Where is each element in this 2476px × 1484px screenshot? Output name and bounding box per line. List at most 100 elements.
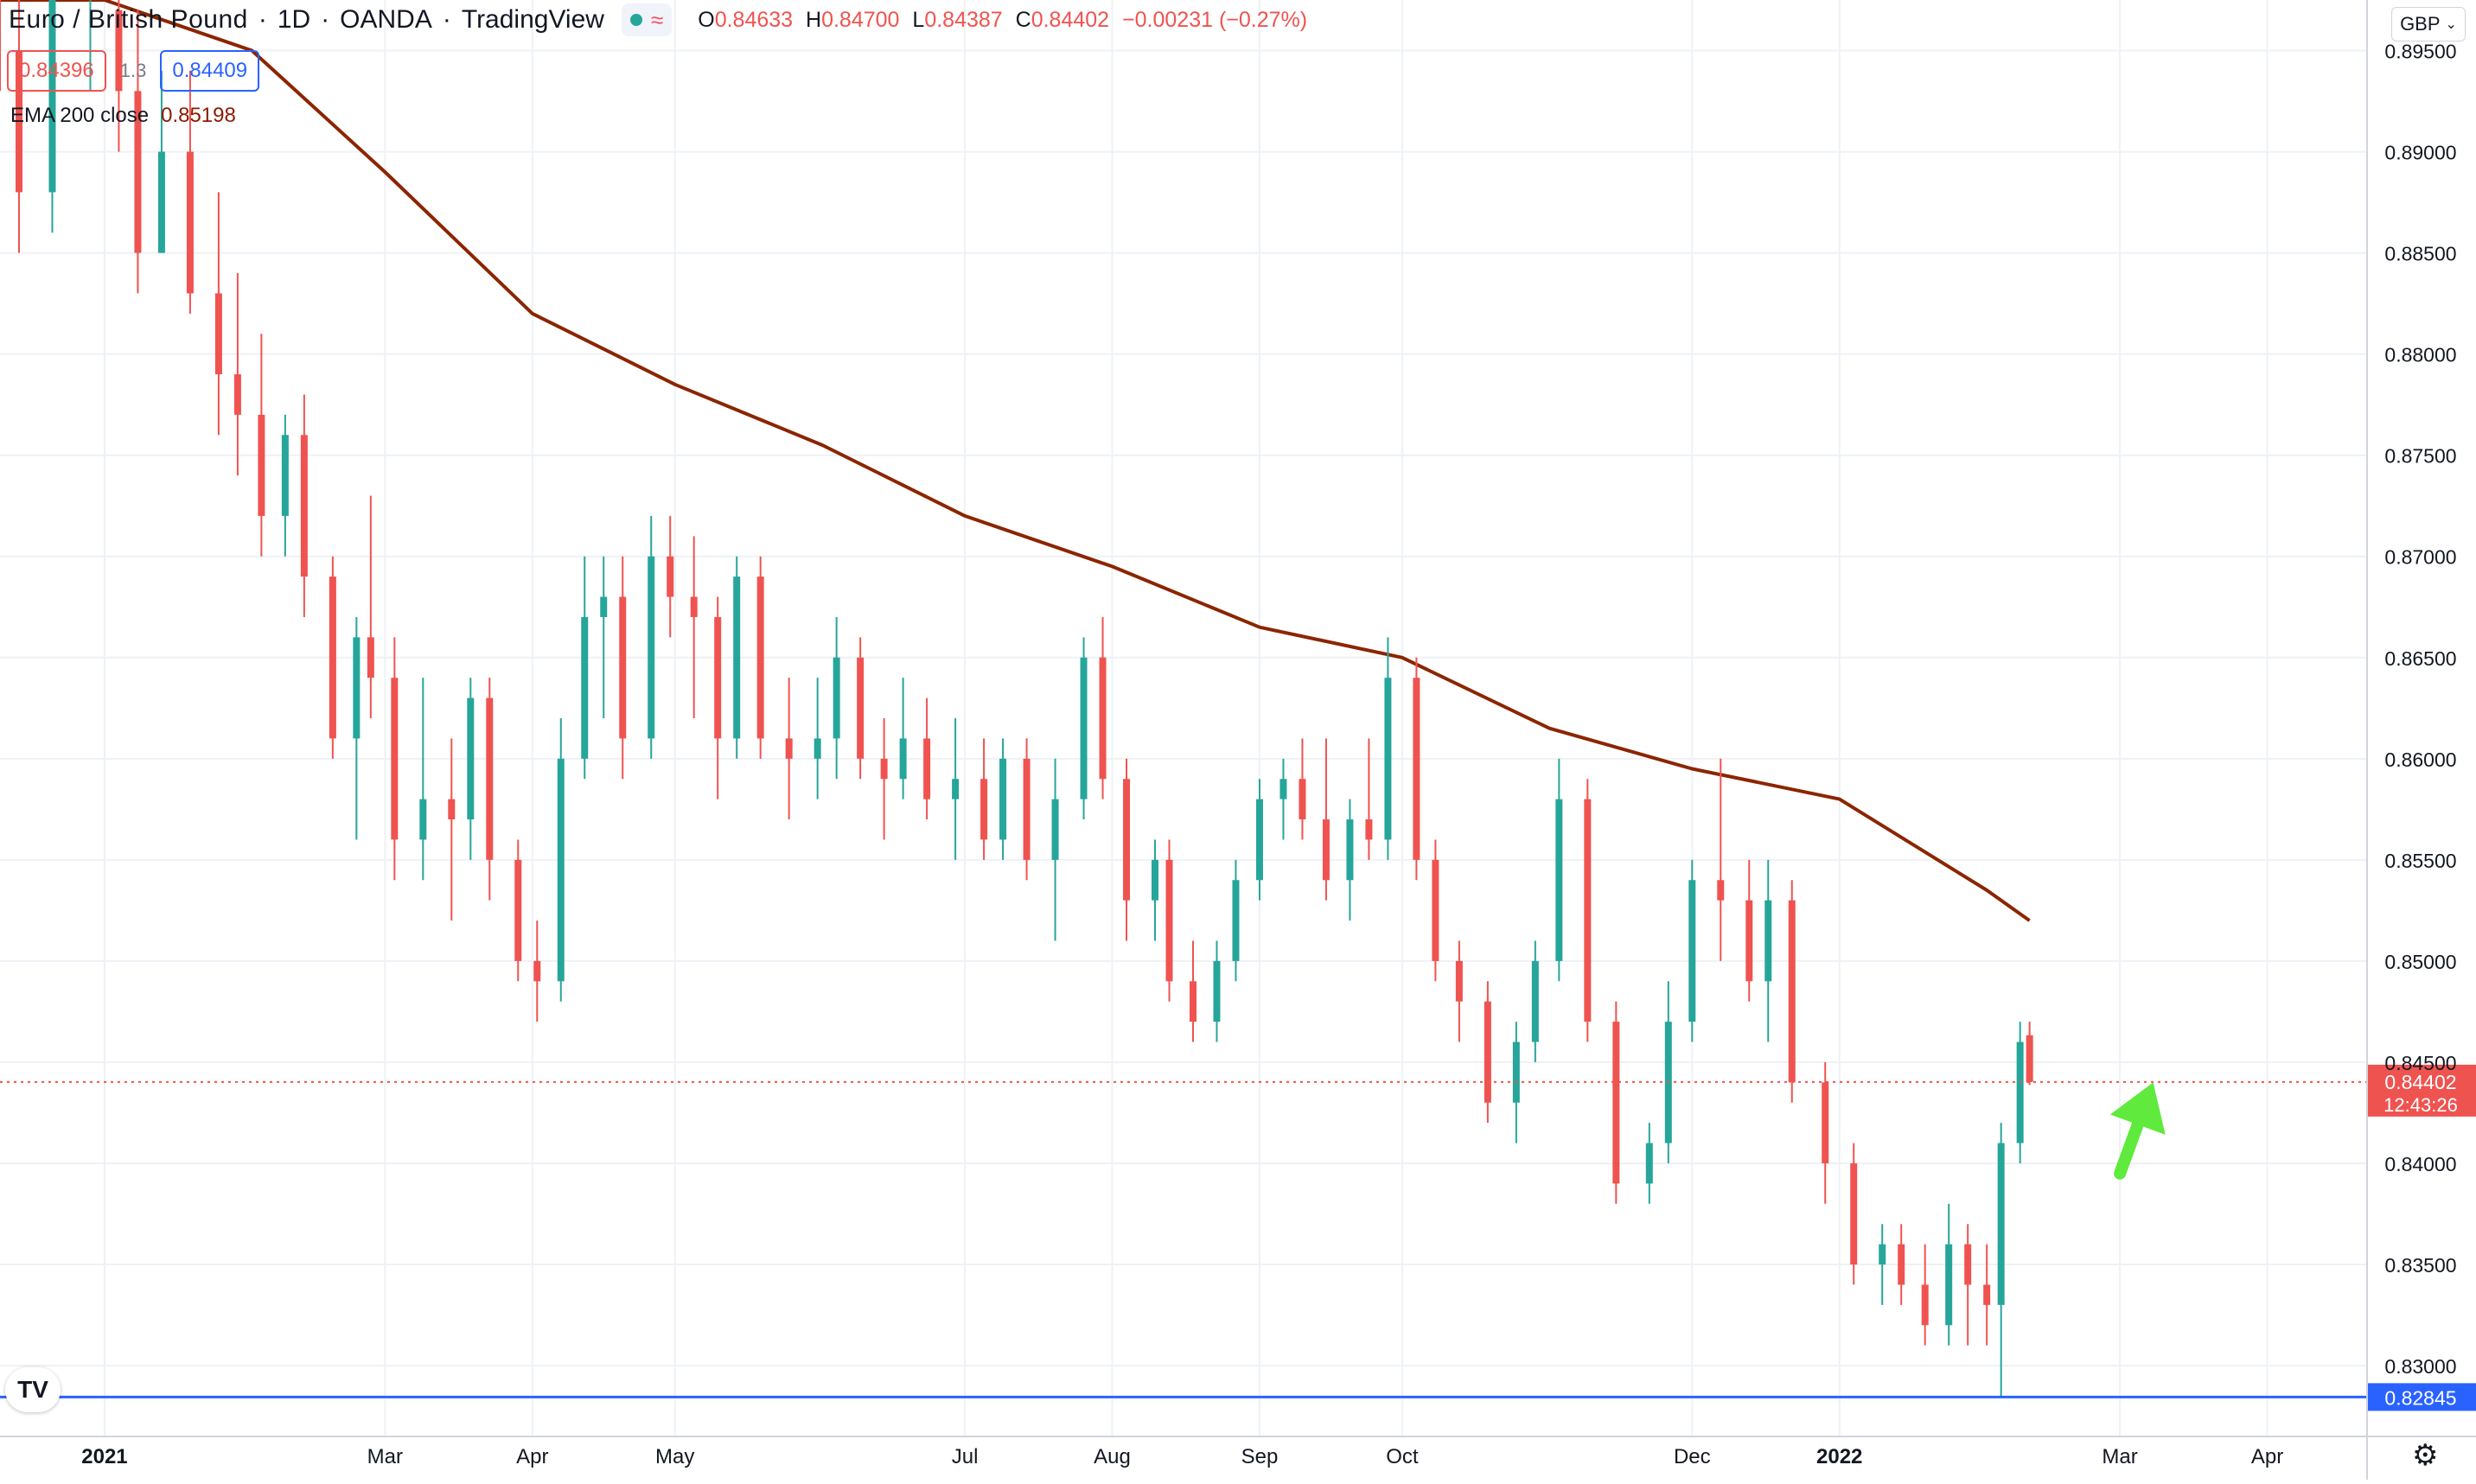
candle-body xyxy=(2016,1041,2024,1143)
time-tick-label: Oct xyxy=(1386,1445,1419,1468)
candle-body xyxy=(1384,678,1392,840)
candle xyxy=(2026,1022,2033,1086)
candle xyxy=(690,536,698,718)
candle-body xyxy=(1099,657,1107,780)
tradingview-logo-icon[interactable]: TV xyxy=(5,1367,61,1412)
candle-body xyxy=(714,616,722,739)
price-tick-label: 0.86000 xyxy=(2384,748,2456,771)
candle-body xyxy=(115,10,123,92)
candles xyxy=(0,0,2033,1397)
candle xyxy=(899,678,907,799)
candle xyxy=(448,738,456,921)
candle xyxy=(1080,637,1088,820)
candle xyxy=(1255,779,1263,901)
candle xyxy=(1123,758,1131,941)
time-tick-label: Jul xyxy=(952,1445,979,1468)
time-tick-label: Apr xyxy=(516,1445,548,1468)
chevron-down-icon: ⌄ xyxy=(2445,17,2457,32)
candle xyxy=(1945,1203,1953,1346)
status-pill[interactable]: ≈ xyxy=(621,3,673,36)
exchange: OANDA xyxy=(340,5,432,34)
candle-body xyxy=(980,779,988,840)
symbol-name[interactable]: Euro / British Pound xyxy=(9,5,248,34)
candle-body xyxy=(1717,880,1725,901)
candle-body xyxy=(1997,1143,2005,1305)
candle-body xyxy=(1850,1162,1858,1265)
candle-body xyxy=(1346,819,1354,881)
interval[interactable]: 1D xyxy=(277,5,311,34)
candle-body xyxy=(1612,1022,1620,1184)
candle xyxy=(1983,1244,1991,1346)
candle-body xyxy=(1645,1143,1653,1184)
candle xyxy=(1612,1001,1620,1204)
time-tick-label: Mar xyxy=(367,1445,403,1468)
candle xyxy=(1279,758,1287,840)
green-arrow-head xyxy=(2109,1082,2166,1135)
candle xyxy=(214,192,222,436)
candle xyxy=(833,616,840,780)
candle-body xyxy=(467,697,475,820)
candle-body xyxy=(1365,819,1373,840)
candle xyxy=(1850,1143,1858,1285)
candle-body xyxy=(899,738,907,780)
candle xyxy=(980,738,988,860)
candle-body xyxy=(1788,900,1796,1083)
candle-body xyxy=(186,151,194,294)
currency-button[interactable]: GBP ⌄ xyxy=(2391,7,2466,41)
indicator-value: 0.85198 xyxy=(161,104,236,127)
candle xyxy=(1213,940,1221,1042)
candle xyxy=(648,515,655,759)
candle xyxy=(1189,940,1197,1042)
candle-body xyxy=(1584,799,1592,1022)
time-tick-label: Sep xyxy=(1241,1445,1279,1468)
separator: · xyxy=(442,5,451,34)
price-tick-label: 0.88500 xyxy=(2384,243,2456,265)
time-tick-label: 2022 xyxy=(1816,1445,1862,1468)
candle xyxy=(391,637,399,881)
high-value: 0.84700 xyxy=(821,7,900,32)
candle-body xyxy=(814,738,821,759)
time-tick-label: Apr xyxy=(2251,1445,2283,1468)
candle xyxy=(600,556,608,718)
candle xyxy=(486,678,494,901)
candle xyxy=(1413,657,1420,881)
candle-body xyxy=(557,758,565,982)
candle-body xyxy=(1165,859,1173,982)
candle xyxy=(1531,940,1539,1062)
candle-body xyxy=(1023,758,1031,860)
candle-body xyxy=(1322,819,1330,881)
ohlc-values: O0.84633 H0.84700 L0.84387 C0.84402 −0.0… xyxy=(698,8,1307,33)
symbol-legend[interactable]: Euro / British Pound · 1D · OANDA · Trad… xyxy=(9,3,1307,36)
time-tick-label: Dec xyxy=(1674,1445,1711,1468)
candle xyxy=(814,678,821,799)
candle-body xyxy=(857,657,865,759)
candle-body xyxy=(486,697,494,860)
candle-body xyxy=(134,91,142,253)
gear-icon[interactable]: ⚙ xyxy=(2412,1439,2439,1472)
indicator-legend[interactable]: EMA 200 close 0.85198 xyxy=(10,104,236,128)
candle-body xyxy=(15,50,22,193)
candle xyxy=(952,718,960,860)
candle xyxy=(667,515,674,638)
candle xyxy=(1023,738,1031,881)
candle xyxy=(1584,779,1592,1042)
sell-button[interactable]: 0.84396 xyxy=(7,50,106,92)
candle-body xyxy=(1051,799,1059,860)
candle-body xyxy=(233,374,241,415)
candle-body xyxy=(533,960,541,982)
candle-body xyxy=(619,596,627,739)
candle-body xyxy=(1531,960,1539,1042)
candle-body xyxy=(999,758,1007,840)
price-tick-label: 0.87000 xyxy=(2384,546,2456,569)
buy-button[interactable]: 0.84409 xyxy=(160,50,260,92)
candle-body xyxy=(1512,1041,1520,1103)
candle-body xyxy=(300,435,308,577)
candle xyxy=(1051,758,1059,941)
candle-body xyxy=(785,738,793,759)
separator: · xyxy=(321,5,330,34)
candle xyxy=(1152,839,1159,941)
